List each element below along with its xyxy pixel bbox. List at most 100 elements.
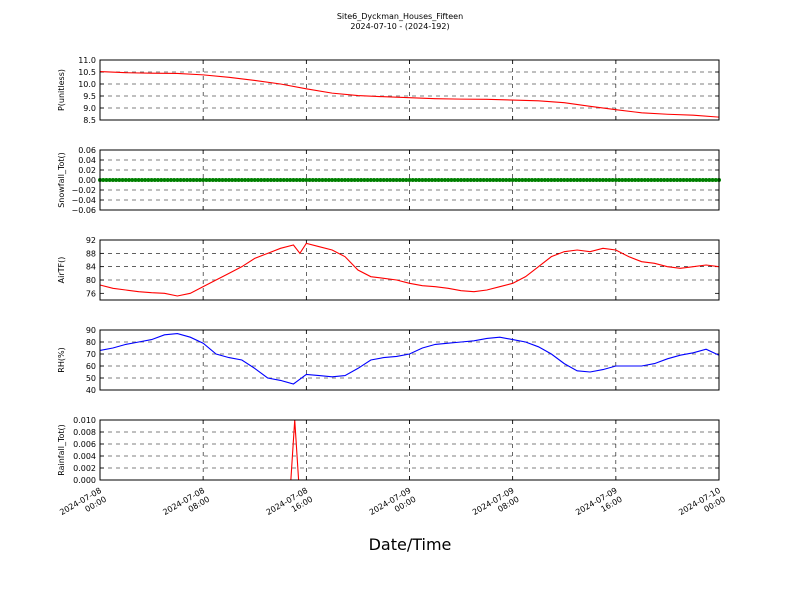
data-point — [297, 178, 302, 182]
data-point — [107, 178, 112, 182]
data-point — [455, 178, 460, 182]
data-point — [475, 178, 480, 182]
y-tick-label: 80 — [86, 338, 96, 347]
data-point — [417, 178, 422, 182]
data-point — [133, 178, 138, 182]
plot-frame — [99, 59, 720, 121]
data-point — [336, 178, 341, 182]
data-point — [384, 178, 389, 182]
data-point — [388, 178, 393, 182]
data-point — [178, 178, 183, 182]
data-point — [517, 178, 522, 182]
subplot-4: 40 50 60 70 80 90 RH(%) — [57, 326, 720, 395]
data-point — [607, 178, 612, 182]
data-point — [694, 178, 699, 182]
data-point — [343, 178, 348, 182]
data-point — [597, 178, 602, 182]
y-tick-label: −0.06 — [71, 206, 96, 215]
y-tick-label: 0.06 — [78, 146, 96, 155]
data-point — [152, 178, 157, 182]
data-point — [204, 178, 209, 182]
y-tick-label: 0.008 — [73, 428, 96, 437]
y-axis-label: AirTF() — [57, 257, 66, 284]
data-point — [339, 178, 344, 182]
data-point — [288, 178, 293, 182]
data-point — [246, 178, 251, 182]
data-point — [326, 178, 331, 182]
data-point — [436, 178, 441, 182]
data-point — [468, 178, 473, 182]
data-point — [459, 178, 464, 182]
y-axis-label: P(unitless) — [57, 69, 66, 111]
data-point — [372, 178, 377, 182]
data-point — [526, 178, 531, 182]
data-point — [391, 178, 396, 182]
data-point — [397, 178, 402, 182]
data-point — [265, 178, 270, 182]
y-tick-label: 60 — [86, 362, 96, 371]
y-tick-label: 0.04 — [78, 156, 96, 165]
y-tick-label: 0.004 — [73, 452, 96, 461]
data-point — [207, 178, 212, 182]
data-point — [565, 178, 570, 182]
data-point — [575, 178, 580, 182]
y-tick-label: 0.006 — [73, 440, 96, 449]
y-tick-label: 8.5 — [83, 116, 96, 125]
data-point — [375, 178, 380, 182]
subplot-2: −0.06−0.04−0.020.000.020.040.06 Snowfall_… — [57, 146, 721, 215]
data-point — [278, 178, 283, 182]
data-point — [700, 178, 705, 182]
data-point — [449, 178, 454, 182]
data-point — [255, 178, 260, 182]
y-tick-label: 0.02 — [78, 166, 96, 175]
data-point — [110, 178, 115, 182]
data-point — [562, 178, 567, 182]
data-point — [629, 178, 634, 182]
data-point — [539, 178, 544, 182]
data-point — [130, 178, 135, 182]
data-point — [136, 178, 141, 182]
data-point — [578, 178, 583, 182]
data-point — [172, 178, 177, 182]
plot-frame — [99, 419, 720, 481]
y-tick-label: 10.0 — [78, 80, 96, 89]
data-point — [413, 178, 418, 182]
data-point — [162, 178, 167, 182]
data-point — [462, 178, 467, 182]
x-axis-label: Date/Time — [369, 535, 452, 554]
data-point — [220, 178, 225, 182]
data-point — [310, 178, 315, 182]
data-point — [394, 178, 399, 182]
data-point — [407, 178, 412, 182]
data-point — [268, 178, 273, 182]
y-tick-label: 90 — [86, 326, 96, 335]
data-point — [713, 178, 718, 182]
data-point — [352, 178, 357, 182]
series-snowfall — [98, 178, 721, 182]
data-point — [346, 178, 351, 182]
data-point — [588, 178, 593, 182]
chart-title: Site6_Dyckman_Houses_Fifteen — [337, 12, 463, 21]
data-point — [191, 178, 196, 182]
data-point — [175, 178, 180, 182]
y-tick-label: 0.002 — [73, 464, 96, 473]
data-point — [365, 178, 370, 182]
data-point — [452, 178, 457, 182]
data-point — [223, 178, 228, 182]
data-point — [542, 178, 547, 182]
data-point — [259, 178, 264, 182]
data-point — [185, 178, 190, 182]
chart-subtitle: 2024-07-10 - (2024-192) — [350, 22, 449, 31]
data-point — [168, 178, 173, 182]
y-tick-label: 0.00 — [78, 176, 96, 185]
data-point — [555, 178, 560, 182]
data-point — [304, 178, 309, 182]
data-point — [691, 178, 696, 182]
data-point — [423, 178, 428, 182]
y-tick-label: 92 — [86, 236, 96, 245]
data-point — [214, 178, 219, 182]
data-point — [662, 178, 667, 182]
